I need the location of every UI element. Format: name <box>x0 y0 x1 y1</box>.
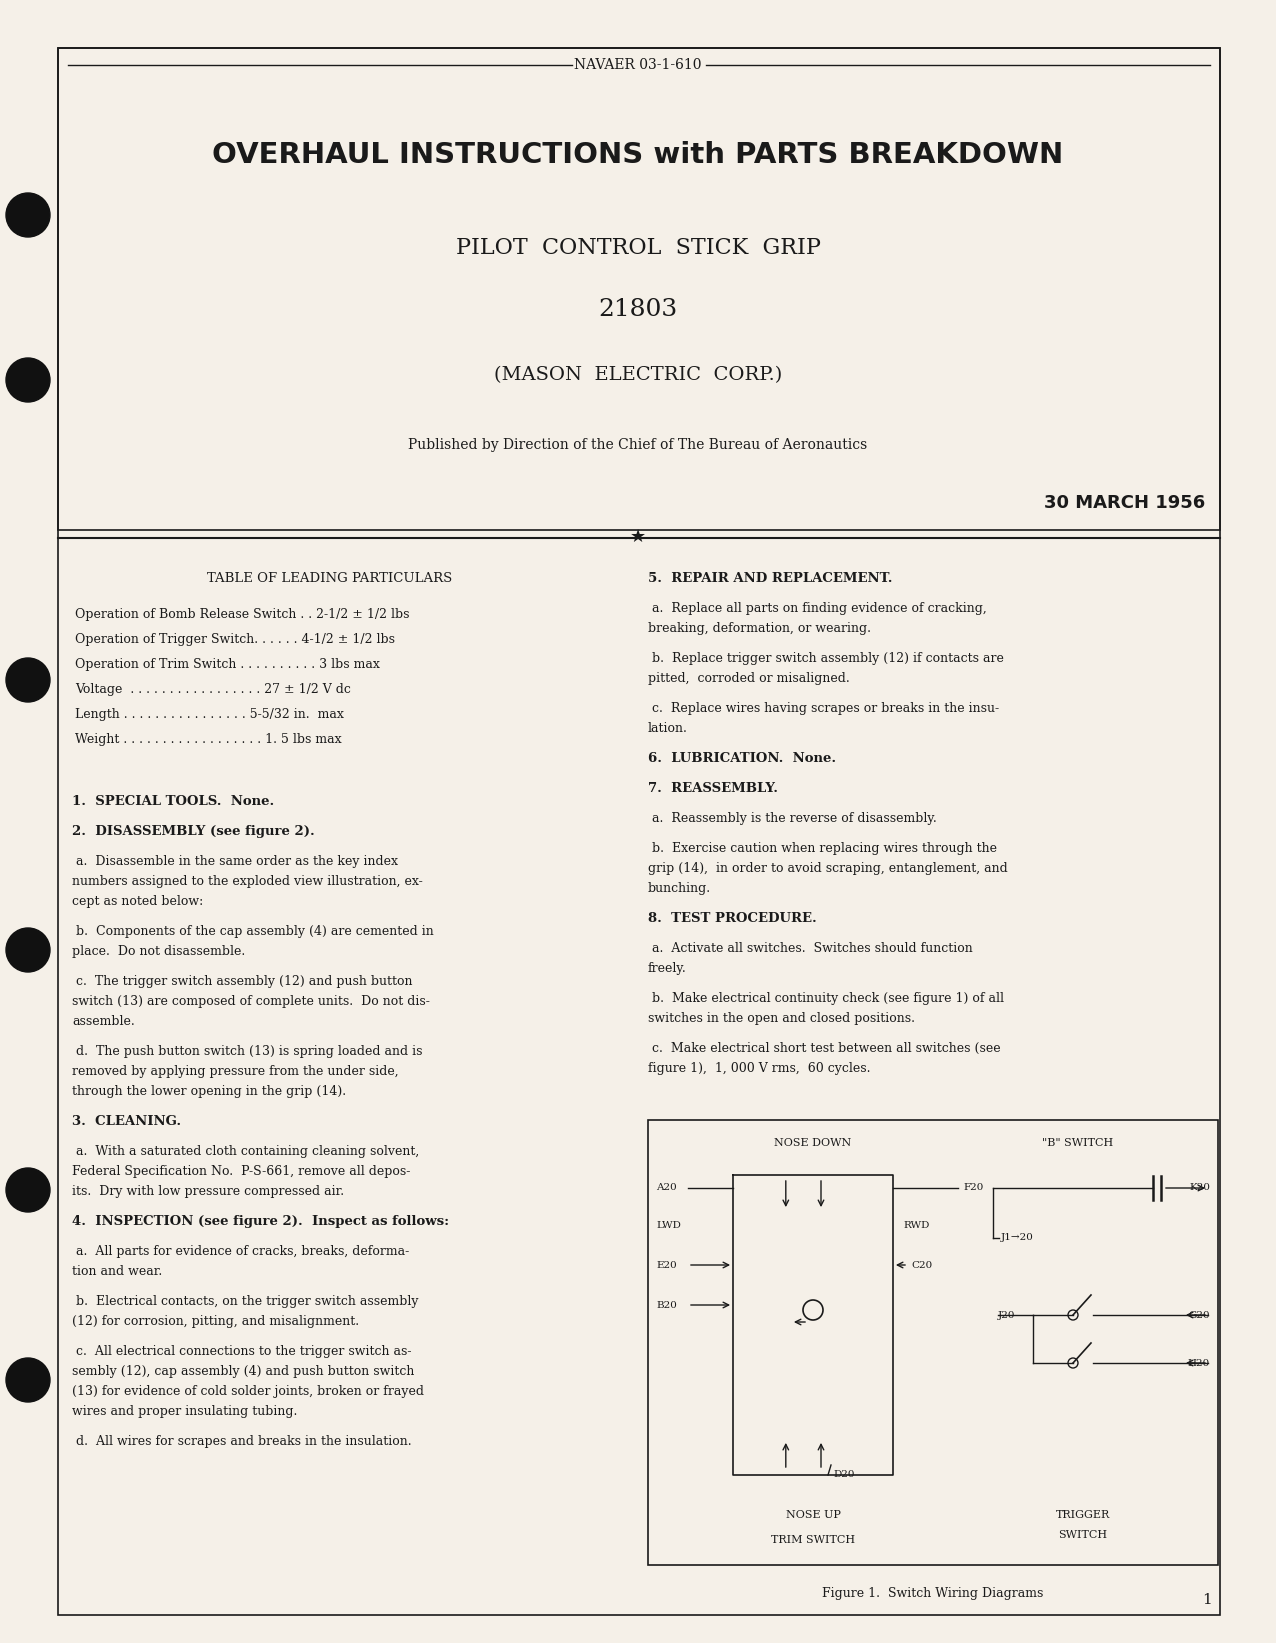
Text: (MASON  ELECTRIC  CORP.): (MASON ELECTRIC CORP.) <box>494 366 782 384</box>
Circle shape <box>6 192 50 237</box>
Text: G20: G20 <box>1188 1311 1210 1319</box>
Text: NAVAER 03-1-610: NAVAER 03-1-610 <box>574 58 702 72</box>
Text: bunching.: bunching. <box>648 882 711 895</box>
Text: a.  With a saturated cloth containing cleaning solvent,: a. With a saturated cloth containing cle… <box>71 1145 420 1158</box>
Text: TABLE OF LEADING PARTICULARS: TABLE OF LEADING PARTICULARS <box>208 572 453 585</box>
Text: breaking, deformation, or wearing.: breaking, deformation, or wearing. <box>648 623 872 634</box>
Text: 5.  REPAIR AND REPLACEMENT.: 5. REPAIR AND REPLACEMENT. <box>648 572 892 585</box>
Text: (13) for evidence of cold solder joints, broken or frayed: (13) for evidence of cold solder joints,… <box>71 1385 424 1398</box>
Circle shape <box>6 657 50 702</box>
Text: SWITCH: SWITCH <box>1058 1530 1108 1539</box>
Text: 3.  CLEANING.: 3. CLEANING. <box>71 1116 181 1129</box>
Text: c.  The trigger switch assembly (12) and push button: c. The trigger switch assembly (12) and … <box>71 974 412 987</box>
Text: LWD: LWD <box>656 1221 681 1229</box>
Text: removed by applying pressure from the under side,: removed by applying pressure from the un… <box>71 1065 398 1078</box>
Text: d.  The push button switch (13) is spring loaded and is: d. The push button switch (13) is spring… <box>71 1045 422 1058</box>
Text: tion and wear.: tion and wear. <box>71 1265 162 1278</box>
Text: a.  Disassemble in the same order as the key index: a. Disassemble in the same order as the … <box>71 854 398 868</box>
Text: Length . . . . . . . . . . . . . . . . 5-5/32 in.  max: Length . . . . . . . . . . . . . . . . 5… <box>75 708 343 721</box>
Text: A20: A20 <box>656 1183 676 1193</box>
Text: OVERHAUL INSTRUCTIONS with PARTS BREAKDOWN: OVERHAUL INSTRUCTIONS with PARTS BREAKDO… <box>212 141 1064 169</box>
Text: figure 1),  1, 000 V rms,  60 cycles.: figure 1), 1, 000 V rms, 60 cycles. <box>648 1061 870 1075</box>
Text: B20: B20 <box>656 1301 676 1309</box>
Text: c.  Replace wires having scrapes or breaks in the insu-: c. Replace wires having scrapes or break… <box>648 702 999 715</box>
Text: numbers assigned to the exploded view illustration, ex-: numbers assigned to the exploded view il… <box>71 876 422 887</box>
Text: Operation of Trigger Switch. . . . . . 4-1/2 ± 1/2 lbs: Operation of Trigger Switch. . . . . . 4… <box>75 633 396 646</box>
Text: F20: F20 <box>963 1183 984 1193</box>
Text: J20: J20 <box>998 1311 1016 1319</box>
Text: grip (14),  in order to avoid scraping, entanglement, and: grip (14), in order to avoid scraping, e… <box>648 863 1008 876</box>
Text: b.  Exercise caution when replacing wires through the: b. Exercise caution when replacing wires… <box>648 841 997 854</box>
Text: H20: H20 <box>1188 1359 1210 1367</box>
Text: switches in the open and closed positions.: switches in the open and closed position… <box>648 1012 915 1025</box>
Text: "B" SWITCH: "B" SWITCH <box>1042 1139 1114 1148</box>
Text: NOSE DOWN: NOSE DOWN <box>775 1139 851 1148</box>
Text: Figure 1.  Switch Wiring Diagrams: Figure 1. Switch Wiring Diagrams <box>822 1587 1044 1600</box>
Text: NOSE UP: NOSE UP <box>786 1510 841 1520</box>
Text: 2.  DISASSEMBLY (see figure 2).: 2. DISASSEMBLY (see figure 2). <box>71 825 315 838</box>
Text: Voltage  . . . . . . . . . . . . . . . . . 27 ± 1/2 V dc: Voltage . . . . . . . . . . . . . . . . … <box>75 683 351 697</box>
Text: Published by Direction of the Chief of The Bureau of Aeronautics: Published by Direction of the Chief of T… <box>408 439 868 452</box>
Text: TRIM SWITCH: TRIM SWITCH <box>771 1535 855 1544</box>
Text: a.  All parts for evidence of cracks, breaks, deforma-: a. All parts for evidence of cracks, bre… <box>71 1245 410 1259</box>
Text: lation.: lation. <box>648 721 688 734</box>
Text: its.  Dry with low pressure compressed air.: its. Dry with low pressure compressed ai… <box>71 1185 345 1198</box>
Circle shape <box>6 1168 50 1213</box>
Text: E20: E20 <box>656 1260 676 1270</box>
Text: through the lower opening in the grip (14).: through the lower opening in the grip (1… <box>71 1084 346 1098</box>
Text: c.  Make electrical short test between all switches (see: c. Make electrical short test between al… <box>648 1042 1000 1055</box>
Text: D20: D20 <box>833 1470 855 1479</box>
Text: ★: ★ <box>630 527 646 545</box>
Text: 30 MARCH 1956: 30 MARCH 1956 <box>1044 495 1205 513</box>
Text: Operation of Trim Switch . . . . . . . . . . 3 lbs max: Operation of Trim Switch . . . . . . . .… <box>75 657 380 670</box>
Text: b.  Electrical contacts, on the trigger switch assembly: b. Electrical contacts, on the trigger s… <box>71 1295 419 1308</box>
Text: Federal Specification No.  P-S-661, remove all depos-: Federal Specification No. P-S-661, remov… <box>71 1165 411 1178</box>
Text: Operation of Bomb Release Switch . . 2-1/2 ± 1/2 lbs: Operation of Bomb Release Switch . . 2-1… <box>75 608 410 621</box>
Text: c.  All electrical connections to the trigger switch as-: c. All electrical connections to the tri… <box>71 1346 411 1359</box>
Text: cept as noted below:: cept as noted below: <box>71 895 203 909</box>
Text: d.  All wires for scrapes and breaks in the insulation.: d. All wires for scrapes and breaks in t… <box>71 1434 412 1447</box>
Text: 8.  TEST PROCEDURE.: 8. TEST PROCEDURE. <box>648 912 817 925</box>
Bar <box>648 1121 1219 1566</box>
Text: C20: C20 <box>911 1260 933 1270</box>
Text: TRIGGER: TRIGGER <box>1055 1510 1110 1520</box>
Text: PILOT  CONTROL  STICK  GRIP: PILOT CONTROL STICK GRIP <box>456 237 820 260</box>
Text: place.  Do not disassemble.: place. Do not disassemble. <box>71 945 245 958</box>
Text: 1.  SPECIAL TOOLS.  None.: 1. SPECIAL TOOLS. None. <box>71 795 274 808</box>
Text: b.  Components of the cap assembly (4) are cemented in: b. Components of the cap assembly (4) ar… <box>71 925 434 938</box>
Bar <box>57 48 1220 531</box>
Circle shape <box>6 1359 50 1401</box>
Circle shape <box>6 928 50 973</box>
Text: assemble.: assemble. <box>71 1015 135 1029</box>
Text: 4.  INSPECTION (see figure 2).  Inspect as follows:: 4. INSPECTION (see figure 2). Inspect as… <box>71 1216 449 1227</box>
Text: b.  Make electrical continuity check (see figure 1) of all: b. Make electrical continuity check (see… <box>648 992 1004 1006</box>
Text: a.  Activate all switches.  Switches should function: a. Activate all switches. Switches shoul… <box>648 941 972 955</box>
Text: pitted,  corroded or misaligned.: pitted, corroded or misaligned. <box>648 672 850 685</box>
Text: 21803: 21803 <box>598 299 678 322</box>
Text: (12) for corrosion, pitting, and misalignment.: (12) for corrosion, pitting, and misalig… <box>71 1314 359 1328</box>
Text: 1: 1 <box>1202 1594 1212 1607</box>
Text: J1→20: J1→20 <box>1000 1234 1034 1242</box>
Text: b.  Replace trigger switch assembly (12) if contacts are: b. Replace trigger switch assembly (12) … <box>648 652 1004 665</box>
Text: Weight . . . . . . . . . . . . . . . . . . 1. 5 lbs max: Weight . . . . . . . . . . . . . . . . .… <box>75 733 342 746</box>
Text: sembly (12), cap assembly (4) and push button switch: sembly (12), cap assembly (4) and push b… <box>71 1365 415 1378</box>
Text: 7.  REASSEMBLY.: 7. REASSEMBLY. <box>648 782 778 795</box>
Text: switch (13) are composed of complete units.  Do not dis-: switch (13) are composed of complete uni… <box>71 996 430 1009</box>
Text: a.  Replace all parts on finding evidence of cracking,: a. Replace all parts on finding evidence… <box>648 601 986 614</box>
Text: freely.: freely. <box>648 963 686 974</box>
Text: RWD: RWD <box>903 1221 929 1229</box>
Text: a.  Reassembly is the reverse of disassembly.: a. Reassembly is the reverse of disassem… <box>648 812 937 825</box>
Text: wires and proper insulating tubing.: wires and proper insulating tubing. <box>71 1405 297 1418</box>
Text: 6.  LUBRICATION.  None.: 6. LUBRICATION. None. <box>648 752 836 766</box>
Text: K20: K20 <box>1189 1183 1210 1193</box>
Circle shape <box>6 358 50 403</box>
